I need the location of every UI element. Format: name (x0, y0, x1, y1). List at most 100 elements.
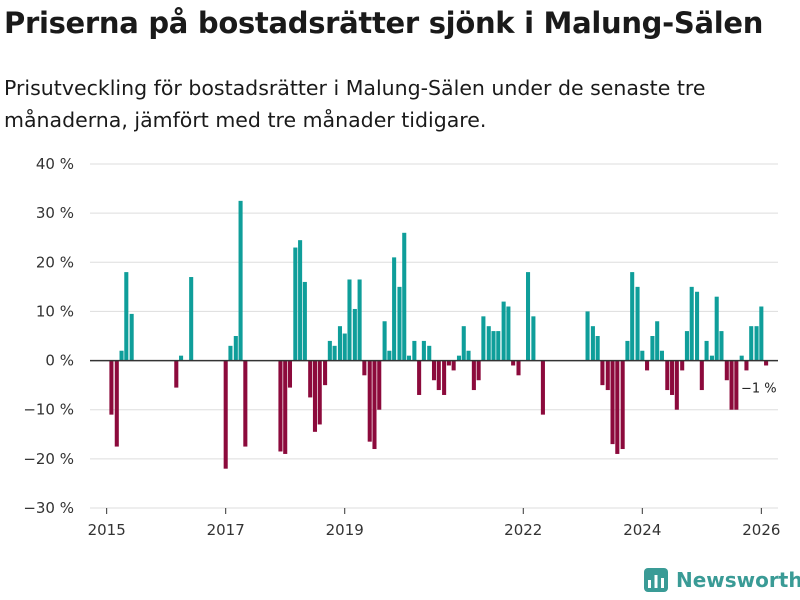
bar (610, 360, 615, 445)
bar (119, 350, 124, 361)
bar (714, 296, 719, 361)
bar (402, 232, 407, 361)
bar (650, 336, 655, 361)
bar (337, 326, 342, 361)
bar (367, 360, 372, 442)
bar (109, 360, 114, 415)
bar (595, 336, 600, 361)
bar (372, 360, 377, 450)
bar (332, 345, 337, 361)
bar (179, 355, 184, 361)
x-tick-label: 2015 (88, 521, 126, 539)
bar (540, 360, 545, 415)
bar (323, 360, 328, 386)
bars (109, 200, 769, 469)
bar (243, 360, 248, 447)
bar (377, 360, 382, 410)
bar (680, 360, 685, 371)
bar (278, 360, 283, 452)
bar (347, 279, 352, 361)
x-tick-label: 2022 (504, 521, 542, 539)
bar (327, 340, 332, 361)
bar (446, 360, 451, 366)
bar (501, 301, 506, 361)
chart-subtitle: Prisutveckling för bostadsrätter i Malun… (4, 76, 706, 132)
bar (421, 340, 426, 361)
bar (302, 281, 307, 361)
bar (412, 340, 417, 361)
bar (689, 286, 694, 361)
bar (427, 345, 432, 361)
bar (312, 360, 318, 432)
bar (739, 355, 744, 361)
bar (442, 360, 447, 395)
bar (293, 247, 298, 361)
bar (506, 306, 511, 361)
bar (456, 355, 462, 361)
bar (744, 360, 749, 371)
bar (387, 350, 392, 361)
y-tick-label: 30 % (36, 204, 74, 222)
y-tick-label: −20 % (23, 450, 74, 468)
brand[interactable]: Newsworthy (644, 568, 800, 592)
y-tick-label: −30 % (23, 499, 74, 517)
x-tick-label: 2017 (207, 521, 245, 539)
bar (317, 360, 322, 425)
y-tick-label: 10 % (36, 302, 74, 320)
bar (704, 340, 709, 361)
bar (526, 272, 531, 361)
bar (625, 340, 630, 361)
bar (298, 240, 303, 361)
bar (659, 350, 664, 361)
bar (615, 360, 620, 454)
bar (228, 345, 233, 361)
bar (759, 306, 764, 361)
bar (590, 326, 595, 361)
bar (640, 350, 645, 361)
bar (674, 360, 679, 410)
axes (90, 359, 778, 514)
bar (461, 326, 466, 361)
bar (417, 360, 422, 395)
bar (174, 360, 179, 388)
bar (466, 350, 471, 361)
bar (496, 331, 501, 361)
bar (729, 360, 734, 410)
bar (600, 360, 605, 386)
y-tick-label: 40 % (36, 155, 74, 173)
bar (308, 360, 313, 398)
y-tick-label: 0 % (45, 352, 74, 370)
bar (749, 326, 754, 361)
bar (724, 360, 729, 381)
bar (238, 200, 243, 361)
tick-labels: 40 % 30 % 20 % 10 % 0 % −10 % −20 % −30 % 2015 20… (23, 155, 780, 539)
bar (342, 333, 347, 361)
bar (486, 326, 491, 361)
bar (605, 360, 610, 391)
bar (585, 311, 590, 361)
bar (764, 360, 769, 366)
bar (223, 360, 228, 469)
gridlines (90, 163, 778, 509)
chart-title: Priserna på bostadsrätter sjönk i Malung… (4, 6, 764, 40)
brand-name: Newsworthy (676, 568, 800, 592)
bar (406, 355, 412, 361)
bar (189, 277, 194, 361)
x-tick-label: 2019 (326, 521, 364, 539)
bar (124, 272, 129, 361)
bar (392, 257, 397, 361)
bar (699, 360, 704, 391)
bar (357, 279, 362, 361)
bar (431, 360, 437, 381)
bar-chart: 40 % 30 % 20 % 10 % 0 % −10 % −20 % −30 % 2015 20… (23, 155, 780, 539)
bar (531, 316, 536, 361)
bar (511, 360, 516, 366)
newsworthy-logo-icon (644, 568, 668, 592)
bar (655, 321, 660, 361)
bar (684, 331, 689, 361)
bar (471, 360, 476, 391)
bar (665, 360, 670, 391)
bar (352, 308, 357, 361)
bar (114, 360, 119, 447)
bar (620, 360, 625, 450)
